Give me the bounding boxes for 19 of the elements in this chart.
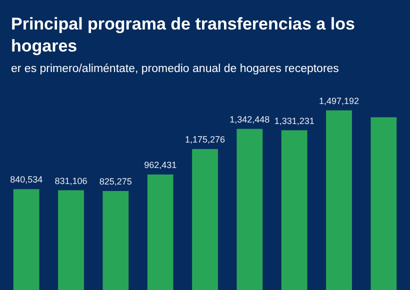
bar bbox=[326, 110, 352, 290]
data-label: 1,342,448 bbox=[230, 114, 270, 124]
data-label: 840,534 bbox=[10, 174, 43, 185]
chart-subtitle: er es primero/aliméntate, promedio anual de hogares receptores bbox=[11, 63, 340, 75]
data-label: 825,275 bbox=[99, 176, 132, 186]
bar bbox=[102, 190, 129, 290]
bar bbox=[281, 130, 308, 290]
bar bbox=[58, 190, 84, 290]
bar bbox=[370, 117, 397, 290]
bar bbox=[13, 189, 40, 290]
bar bbox=[147, 174, 174, 290]
data-label: 831,106 bbox=[54, 176, 88, 186]
data-label: 962,431 bbox=[144, 160, 177, 170]
data-label: 1,331,231 bbox=[274, 116, 314, 126]
bar bbox=[236, 128, 263, 290]
data-label: 1,175,276 bbox=[184, 134, 226, 144]
bar bbox=[192, 148, 218, 290]
chart-title: Principal programa de transferencias a los hogares bbox=[11, 14, 360, 56]
data-label: 1,497,192 bbox=[318, 96, 360, 106]
